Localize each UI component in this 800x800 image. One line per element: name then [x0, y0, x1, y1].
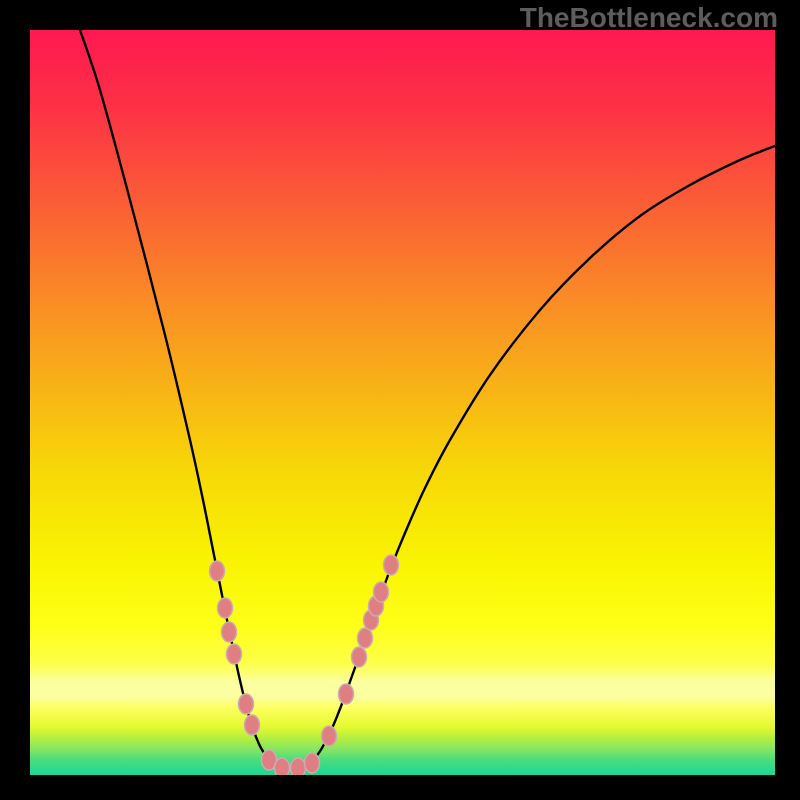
marker-point: [291, 758, 306, 775]
marker-point: [339, 684, 354, 704]
marker-point: [222, 622, 237, 642]
marker-point: [218, 598, 233, 618]
marker-point: [245, 715, 260, 735]
marker-point: [239, 694, 254, 714]
marker-point: [227, 644, 242, 664]
chart-container: TheBottleneck.com: [0, 0, 800, 800]
marker-point: [275, 758, 290, 775]
marker-point: [374, 582, 389, 602]
watermark-text: TheBottleneck.com: [520, 2, 778, 34]
marker-point: [210, 561, 225, 581]
marker-point: [358, 628, 373, 648]
marker-point: [352, 647, 367, 667]
left-curve: [80, 30, 273, 765]
marker-point: [384, 555, 399, 575]
plot-area: [30, 30, 775, 775]
marker-point: [322, 726, 337, 746]
curve-overlay: [30, 30, 775, 775]
right-curve: [310, 146, 775, 765]
marker-point: [305, 753, 320, 773]
